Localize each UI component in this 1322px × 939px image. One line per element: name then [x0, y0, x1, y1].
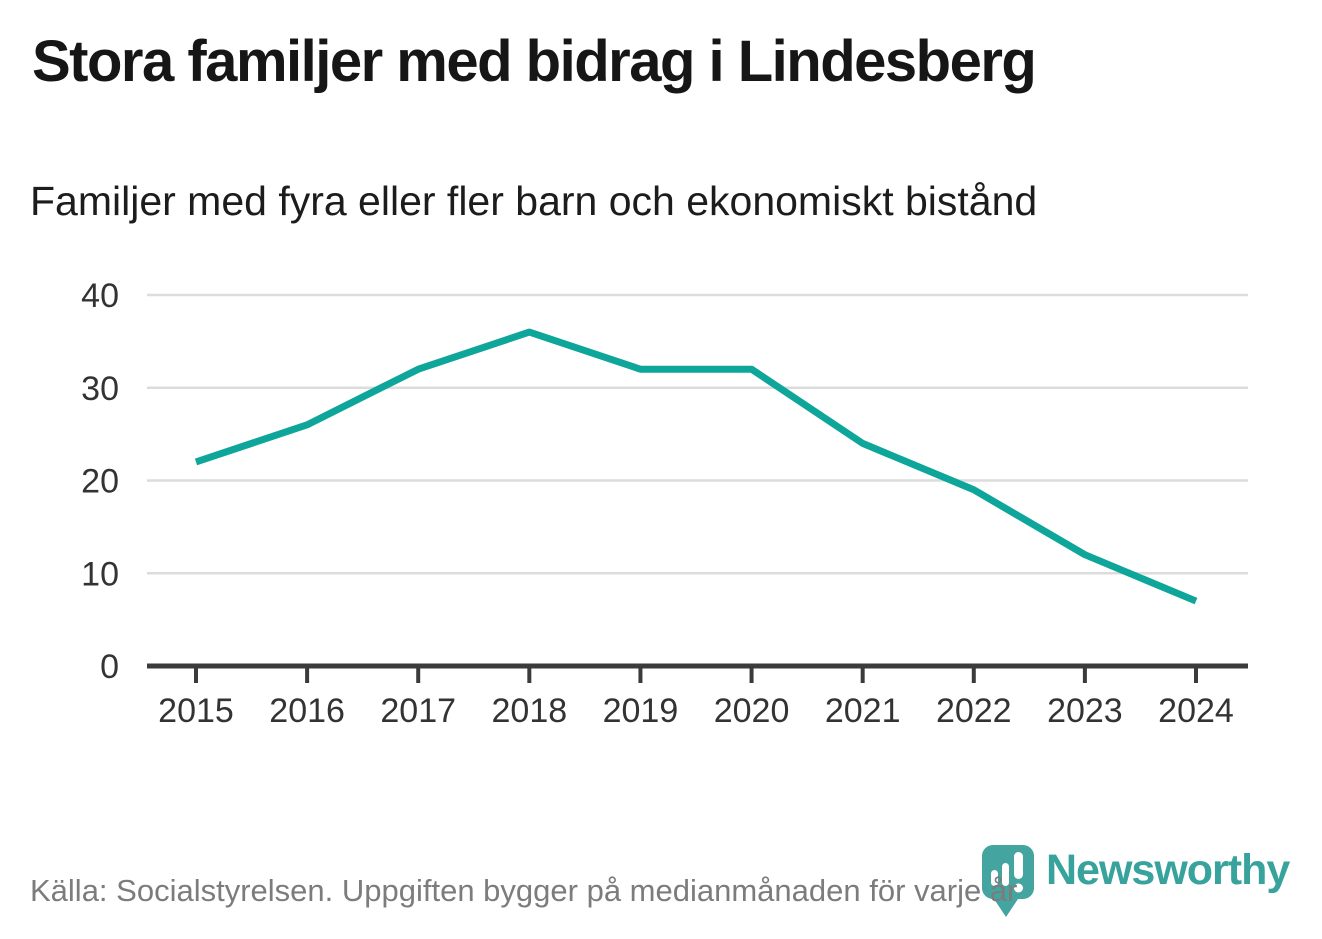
x-axis-label: 2021	[825, 692, 901, 730]
x-axis-label: 2020	[714, 692, 790, 730]
x-axis-label: 2022	[936, 692, 1012, 730]
x-axis-label: 2017	[380, 692, 456, 730]
y-axis-label: 20	[81, 463, 119, 501]
logo-bar-mid	[1002, 863, 1009, 886]
y-axis-label: 30	[81, 370, 119, 408]
x-axis-label: 2018	[492, 692, 568, 730]
x-axis-label: 2023	[1047, 692, 1123, 730]
line-chart: 0 10 20 30 40 2015 2016 2017 2018 2019 2020 2021 202…	[81, 277, 1248, 730]
chart-title: Stora familjer med bidrag i Lindesberg	[32, 29, 1037, 94]
x-axis-label: 2019	[603, 692, 679, 730]
source-note: Källa: Socialstyrelsen. Uppgiften bygger…	[30, 873, 1018, 908]
newsworthy-logo-icon	[982, 845, 1034, 917]
chart-subtitle: Familjer med fyra eller fler barn och ek…	[30, 178, 1038, 224]
brand-name: Newsworthy	[1046, 846, 1290, 894]
y-axis-label: 40	[81, 277, 119, 315]
x-axis-label: 2024	[1158, 692, 1234, 730]
x-axis-label: 2016	[269, 692, 345, 730]
logo-bar-short	[991, 870, 998, 886]
y-axis-label: 10	[81, 555, 119, 593]
data-line	[194, 328, 1198, 605]
x-axis-label: 2015	[158, 692, 234, 730]
y-axis-label: 0	[100, 648, 119, 686]
logo-exclamation-dot	[1014, 883, 1023, 893]
logo-exclamation-bar	[1014, 852, 1023, 879]
